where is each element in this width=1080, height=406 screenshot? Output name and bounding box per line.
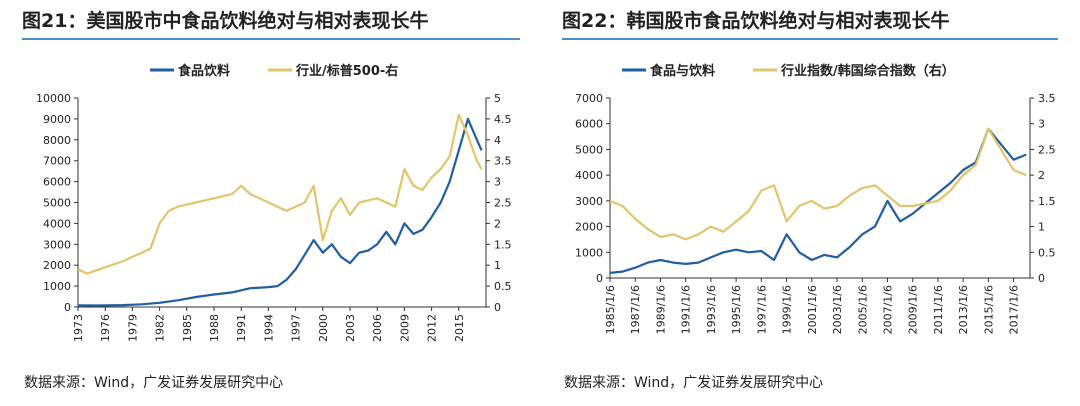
y2-tick-label: 3.5	[494, 155, 512, 168]
x-tick-label: 1993/1/6	[705, 285, 718, 334]
x-tick-label: 1989/1/6	[654, 285, 667, 334]
x-tick-label: 1988	[208, 314, 221, 342]
x-tick-label: 1991	[235, 314, 248, 342]
y2-tick-label: 4.5	[494, 113, 512, 126]
us-food-beverage-chart: 0100020003000400050006000700080009000100…	[36, 63, 512, 342]
x-tick-label: 1979	[126, 314, 139, 342]
series-line-absolute	[77, 117, 483, 307]
y-tick-label: 3000	[43, 238, 71, 251]
figure-title: 图22：韩国股市食品饮料绝对与相对表现长牛	[562, 10, 950, 32]
x-tick-label: 1982	[154, 314, 167, 342]
x-tick-label: 2013/1/6	[957, 285, 970, 334]
y2-tick-label: 1	[1038, 221, 1045, 234]
title-rule	[22, 38, 520, 40]
y2-tick-label: 0	[1038, 272, 1045, 285]
y-tick-label: 0	[596, 272, 603, 285]
legend-label: 食品与饮料	[650, 63, 715, 79]
figure-title: 图21：美国股市中食品饮料绝对与相对表现长牛	[22, 10, 429, 32]
x-tick-label: 1994	[262, 314, 275, 342]
x-tick-label: 1997/1/6	[755, 285, 768, 334]
series-line-relative	[77, 113, 483, 275]
y2-tick-label: 1.5	[1038, 195, 1056, 208]
right-figure-panel: 图22：韩国股市食品饮料绝对与相对表现长牛 0 1000 2000 3000 4000 5…	[540, 0, 1080, 406]
y2-tick-label: 5	[494, 92, 501, 105]
x-tick-label: 1976	[99, 314, 112, 342]
legend-label: 行业指数/韩国综合指数（右）	[780, 63, 955, 79]
y-tick-label: 2000	[575, 221, 603, 234]
y2-tick-label: 4	[494, 134, 501, 147]
x-tick-label: 2003	[344, 314, 357, 342]
left-figure-panel: 图21：美国股市中食品饮料绝对与相对表现长牛 0 1000 2000 3000 4000…	[22, 10, 520, 391]
y-tick-label: 10000	[36, 92, 71, 105]
x-tick-label: 2006	[371, 314, 384, 342]
y2-tick-label: 2.5	[494, 197, 512, 210]
series-line-absolute	[609, 127, 1027, 274]
y-tick-label: 9000	[43, 113, 71, 126]
y-tick-label: 8000	[43, 134, 71, 147]
y-tick-label: 7000	[575, 92, 603, 105]
korea-food-beverage-chart: 0 1000 2000 3000 4000 5000 6000 7000 0 0.5 1 1.5 2 2.…	[575, 63, 1056, 334]
y2-tick-label: 2	[494, 217, 501, 230]
x-tick-label: 2005/1/6	[856, 285, 869, 334]
x-tick-label: 2003/1/6	[831, 285, 844, 334]
y2-tick-label: 0.5	[1038, 246, 1056, 259]
source-note: 数据来源：Wind，广发证券发展研究中心	[24, 375, 284, 391]
legend-label: 食品饮料	[178, 63, 230, 79]
x-tick-label: 2009/1/6	[907, 285, 920, 334]
y-tick-label: 6000	[43, 176, 71, 189]
x-tick-label: 1997	[290, 314, 303, 342]
source-note: 数据来源：Wind，广发证券发展研究中心	[564, 375, 824, 391]
y2-tick-label: 3	[494, 176, 501, 189]
y-tick-label: 4000	[575, 169, 603, 182]
x-tick-label: 1995/1/6	[730, 285, 743, 334]
y-tick-label: 7000	[43, 155, 71, 168]
x-tick-label: 1991/1/6	[680, 285, 693, 334]
y-tick-label: 6000	[575, 118, 603, 131]
x-tick-label: 2015/1/6	[982, 285, 995, 334]
y-tick-label: 2000	[43, 259, 71, 272]
x-tick-label: 2015	[453, 314, 466, 342]
y2-tick-label: 1.5	[494, 238, 512, 251]
y2-tick-label: 3	[1038, 118, 1045, 131]
title-rule	[562, 38, 1058, 40]
y2-tick-label: 1	[494, 259, 501, 272]
x-tick-label: 2011/1/6	[932, 285, 945, 334]
x-tick-label: 2012	[426, 314, 439, 342]
series-line-relative	[609, 127, 1027, 241]
y-tick-label: 5000	[575, 143, 603, 156]
y-tick-label: 5000	[43, 197, 71, 210]
x-tick-label: 2007/1/6	[881, 285, 894, 334]
y-tick-label: 1000	[575, 246, 603, 259]
y2-tick-label: 2	[1038, 169, 1045, 182]
x-tick-label: 1985/1/6	[604, 285, 617, 334]
x-tick-label: 2001/1/6	[806, 285, 819, 334]
legend-label: 行业/标普500-右	[295, 63, 398, 79]
x-tick-label: 2000	[317, 314, 330, 342]
y2-tick-label: 0	[494, 301, 501, 314]
y2-tick-label: 3.5	[1038, 92, 1056, 105]
y-tick-label: 0	[64, 301, 71, 314]
y-tick-label: 3000	[575, 195, 603, 208]
y2-tick-label: 0.5	[494, 280, 512, 293]
x-tick-label: 1973	[72, 314, 85, 342]
x-tick-label: 1987/1/6	[629, 285, 642, 334]
y2-tick-label: 2.5	[1038, 143, 1056, 156]
x-tick-label: 2017/1/6	[1008, 285, 1021, 334]
x-tick-label: 1999/1/6	[781, 285, 794, 334]
x-tick-label: 1985	[181, 314, 194, 342]
y-tick-label: 4000	[43, 217, 71, 230]
y-tick-label: 1000	[43, 280, 71, 293]
x-tick-label: 2009	[398, 314, 411, 342]
